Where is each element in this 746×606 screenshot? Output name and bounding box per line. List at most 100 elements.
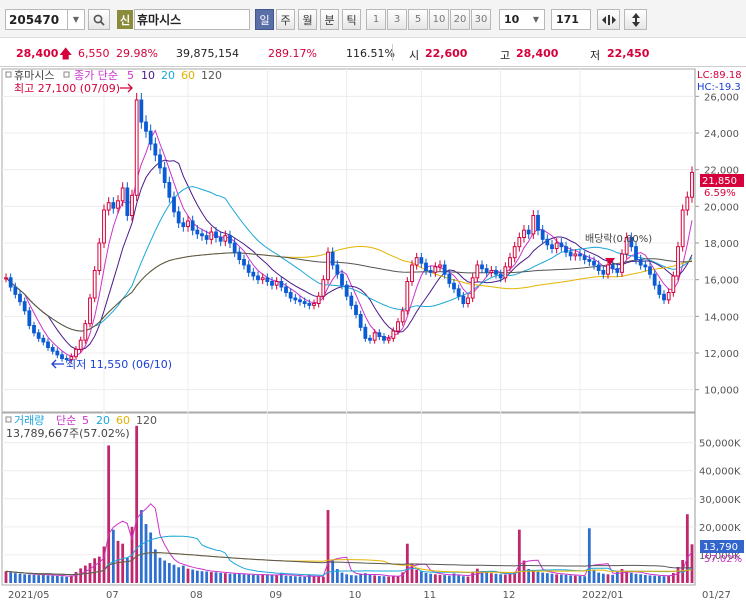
stock-code-input[interactable]: 205470 [5, 9, 68, 30]
code-dropdown-icon[interactable]: ▼ [68, 9, 85, 30]
candle-body [564, 246, 568, 253]
stock-name-field[interactable]: 휴마시스 [134, 9, 250, 30]
candle-body [120, 187, 125, 202]
candle-body [111, 202, 116, 209]
volume-bar [83, 565, 87, 583]
stock-chart[interactable]: 26,000 24,000 22,000 20,000 18,000 16,000 14,0… [0, 68, 746, 606]
volume-bar [102, 546, 106, 583]
candle-body [316, 295, 321, 305]
volume-bar [489, 573, 493, 583]
legend-marker [63, 71, 70, 78]
minute-10-button[interactable]: 10 [429, 9, 449, 30]
volume-bar [466, 576, 470, 583]
search-button[interactable] [88, 9, 110, 30]
volume-bar [228, 573, 232, 583]
vma120-label: 120 [136, 414, 157, 427]
volume-bar [251, 574, 255, 583]
candle-body [8, 277, 13, 288]
tab-daily[interactable]: 일 [255, 9, 274, 30]
volume-bar [37, 575, 41, 583]
candle-body [200, 233, 204, 237]
volume-bar [233, 573, 237, 583]
candle-body [424, 262, 428, 272]
compress-arrows-icon [601, 14, 616, 25]
candle-body [498, 273, 503, 279]
volume-bar [298, 576, 302, 583]
minute-3-button[interactable]: 3 [387, 9, 407, 30]
minute-30-button[interactable]: 30 [471, 9, 491, 30]
candle-body [153, 143, 158, 156]
compress-button[interactable] [597, 9, 620, 30]
volume-bar [685, 514, 689, 583]
candle-body [74, 348, 78, 358]
expand-vertical-button[interactable] [624, 9, 647, 30]
candle-body [4, 277, 8, 280]
candle-body [452, 282, 456, 290]
candle-body [484, 268, 489, 273]
legend-marker [5, 416, 12, 423]
volume-bar [424, 572, 428, 583]
volume-bar [373, 575, 377, 583]
volume-bar [349, 575, 353, 583]
candle-body [629, 237, 634, 248]
candle-body [475, 264, 480, 279]
volume-bar [359, 573, 363, 583]
ma60-label: 60 [181, 69, 195, 82]
volume-bar [186, 568, 190, 583]
price-change: 6,550 [78, 47, 110, 60]
unit-dropdown-icon[interactable]: ▼ [528, 9, 545, 30]
volume-bar [363, 573, 367, 583]
candle-body [172, 196, 176, 213]
volume-bar [270, 575, 274, 583]
tab-tick[interactable]: 틱 [342, 9, 361, 30]
volume-bar [382, 576, 386, 583]
candle-body [55, 350, 60, 356]
volume-ma120-line [5, 552, 693, 576]
volume-bar [303, 576, 307, 583]
tab-weekly[interactable]: 주 [276, 9, 295, 30]
volume-bar [177, 567, 181, 583]
candle-body [480, 264, 484, 270]
candle-body [582, 255, 587, 260]
volume-bar [340, 572, 344, 583]
volume-bar [643, 574, 647, 583]
minute-5-button[interactable]: 5 [408, 9, 428, 30]
candle-body [22, 301, 27, 312]
unit-select[interactable]: 10 [499, 9, 529, 30]
candle-body [657, 284, 662, 295]
volume-bar [471, 571, 475, 583]
candle-body [69, 356, 74, 360]
volume-bar [475, 568, 479, 583]
candle-body [433, 266, 438, 273]
volume-tag [700, 540, 744, 553]
candle-body [456, 288, 461, 297]
candle-body [386, 337, 391, 341]
x-tick-label: 10 [349, 590, 362, 601]
low-price: 22,450 [607, 47, 650, 60]
volume-bar [51, 575, 55, 583]
candle-body [218, 237, 223, 242]
candle-body [232, 242, 237, 253]
volume-bar [662, 576, 666, 583]
candle-body [624, 237, 629, 255]
candle-body [410, 264, 414, 282]
volume-bar [601, 573, 605, 583]
candle-body [363, 326, 368, 339]
volume-bar [494, 573, 498, 583]
price-legend-name: 휴마시스 [14, 69, 54, 82]
candle-body [116, 200, 120, 209]
count-input[interactable]: 171 [551, 9, 591, 30]
volume-bar [312, 576, 316, 583]
minute-1-button[interactable]: 1 [366, 9, 386, 30]
volume-bar [611, 574, 615, 583]
volume-bar [191, 569, 195, 583]
tab-minute[interactable]: 분 [320, 9, 339, 30]
tab-monthly[interactable]: 월 [298, 9, 317, 30]
minute-20-button[interactable]: 20 [450, 9, 470, 30]
volume-bar [321, 576, 325, 583]
candle-body [377, 332, 382, 338]
volume-bar [223, 573, 227, 583]
candle-body [666, 292, 671, 301]
candle-body [228, 235, 232, 244]
ma20-label: 20 [161, 69, 175, 82]
